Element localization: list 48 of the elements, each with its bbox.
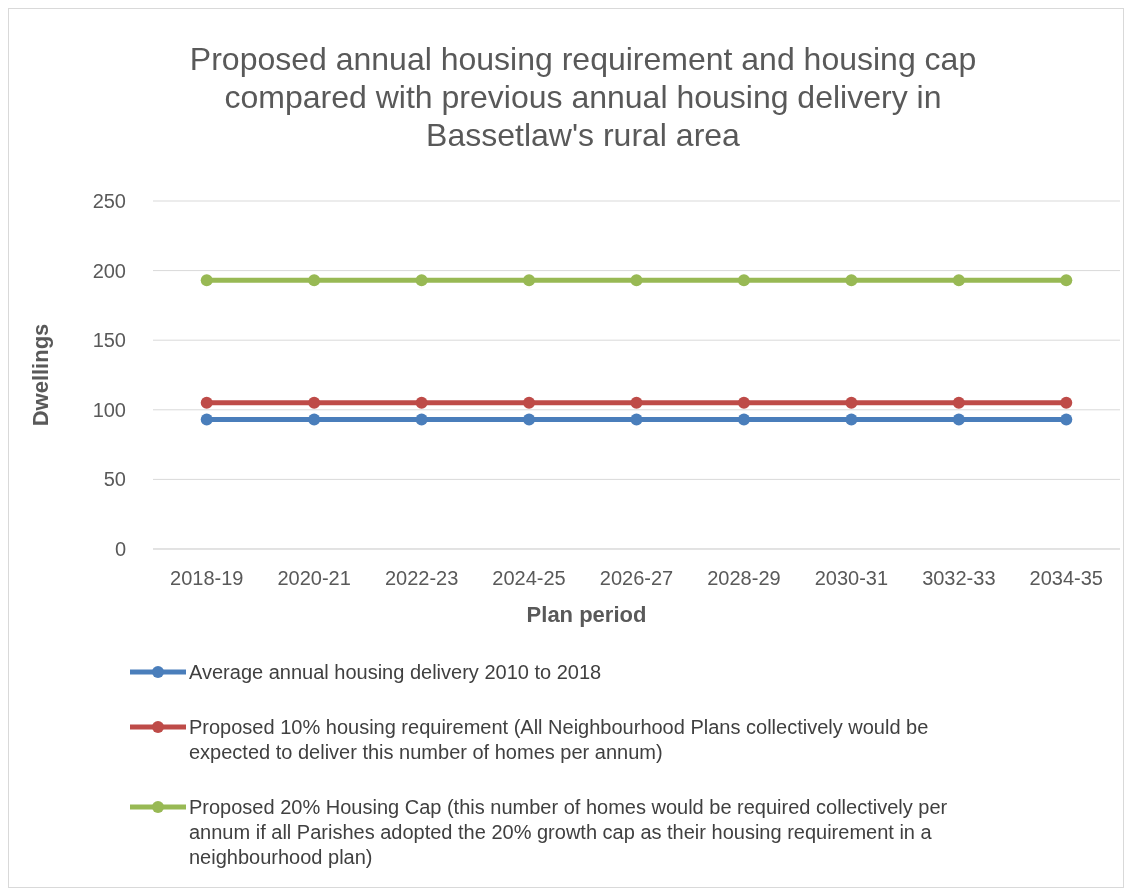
x-tick-label: 3032-33	[922, 567, 996, 589]
legend-label: Average annual housing delivery 2010 to 2018	[189, 661, 602, 683]
x-tick-label: 2026-27	[599, 567, 674, 589]
x-tick-label: 2022-23	[384, 567, 459, 589]
y-tick-label: 250	[92, 190, 126, 212]
point	[308, 274, 321, 287]
point	[200, 396, 213, 409]
point	[630, 274, 643, 287]
point	[415, 413, 428, 426]
point	[1060, 396, 1073, 409]
point	[415, 396, 428, 409]
legend-label: Proposed 20% Housing Cap (this number of homes would be required collectively per annum if all Parishes adopted the 20% growth cap as their housing requirement in a neighbourhood plan)	[189, 796, 948, 868]
point	[523, 413, 536, 426]
point	[737, 274, 750, 287]
point	[1060, 274, 1073, 287]
y-tick-label: 200	[92, 259, 126, 282]
x-tick-label: 2024-25	[492, 567, 566, 589]
y-tick-label: 0	[114, 538, 126, 560]
x-tick-label: 2020-21	[277, 567, 351, 589]
x-tick-label: 2034-35	[1029, 567, 1103, 589]
y-axis-title: Dwellings	[28, 323, 53, 427]
x-axis-title: Plan period	[526, 602, 647, 627]
point	[845, 396, 858, 409]
point	[630, 413, 643, 426]
point	[200, 413, 213, 426]
x-tick-label: 2018-19	[170, 567, 244, 589]
point	[415, 274, 428, 287]
x-tick-label: 2028-29	[707, 567, 781, 589]
legend-label: Proposed 10% housing requirement (All Neighbourhood Plans collectively would be expected to deliver this number of homes per annum)	[189, 716, 929, 763]
point	[523, 396, 536, 409]
point	[845, 274, 858, 287]
chart-title: Proposed annual housing requirement and housing cap compared with previous annual housing delivery in Bassetlaw's rural area	[189, 41, 977, 153]
point	[1060, 413, 1073, 426]
point	[308, 396, 321, 409]
point	[845, 413, 858, 426]
point	[952, 274, 965, 287]
point	[523, 274, 536, 287]
x-tick-label: 2030-31	[814, 567, 889, 589]
point	[308, 413, 321, 426]
point	[200, 274, 213, 287]
y-tick-label: 50	[103, 468, 126, 491]
point	[952, 396, 965, 409]
y-tick-label: 100	[92, 398, 126, 421]
point	[737, 396, 750, 409]
point	[737, 413, 750, 426]
y-tick-label: 150	[92, 329, 126, 352]
point	[952, 413, 965, 426]
point	[630, 396, 643, 409]
